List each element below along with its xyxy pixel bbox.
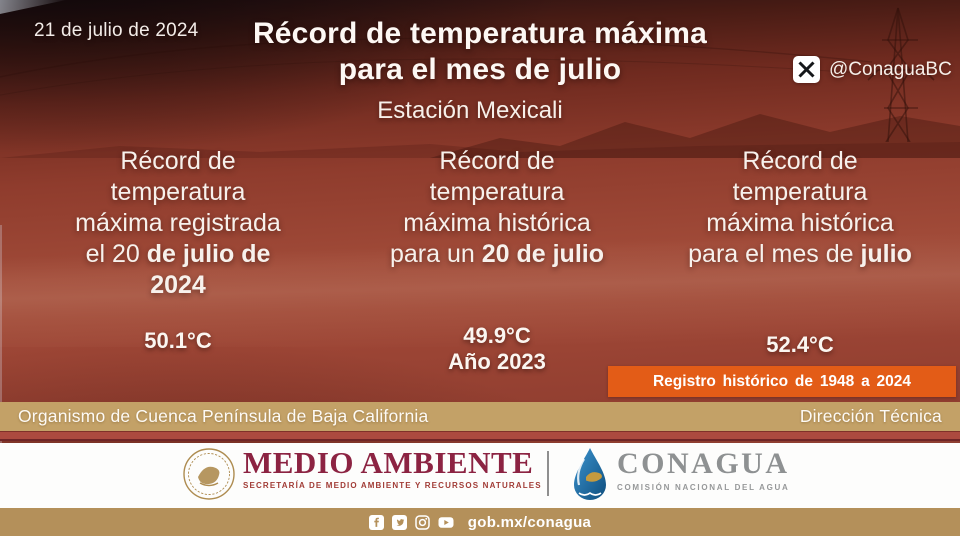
twitter-handle-badge[interactable]: @ConaguaBC [793, 56, 952, 83]
record-value-registered: 50.1°C [144, 328, 212, 353]
record-value: 49.9°C [463, 323, 531, 348]
page-title-line2: para el mes de julio [338, 53, 622, 86]
youtube-icon[interactable] [438, 515, 454, 530]
record-heading-bold: de julio de 2024 [146, 240, 271, 299]
page-title-line1: Récord de temperatura máxima [252, 17, 708, 50]
organization-bar: Organismo de Cuenca Península de Baja Ca… [0, 402, 960, 431]
record-heading-bold: julio [860, 240, 912, 268]
twitter-icon[interactable] [391, 514, 407, 530]
date-label: 21 de julio de 2024 [34, 20, 199, 41]
record-value-year: Año 2023 [448, 349, 546, 374]
page-title: Récord de temperatura máxima para el mes… [0, 16, 960, 88]
divider-strip [0, 431, 960, 441]
social-bar: gob.mx/conagua [0, 508, 960, 536]
instagram-icon[interactable] [415, 514, 430, 530]
logo-divider [547, 451, 549, 496]
record-value-historic-day: 49.9°C Año 2023 [383, 323, 611, 375]
record-heading-bold: 20 de julio [481, 240, 604, 268]
photo-sky-glint [0, 0, 66, 14]
semarnat-logo-subtitle: SECRETARÍA DE MEDIO AMBIENTE Y RECURSOS … [243, 481, 542, 490]
footer-logos: MEDIO AMBIENTE SECRETARÍA DE MEDIO AMBIE… [0, 443, 960, 508]
record-heading-normal: Récord de temperatura máxima histórica p… [688, 147, 894, 268]
historic-range-banner: Registro histórico de 1948 a 2024 [608, 366, 956, 397]
direction-name: Dirección Técnica [799, 406, 942, 426]
record-heading-historic-day: Récord de temperatura máxima histórica p… [383, 146, 611, 270]
semarnat-logo-text: MEDIO AMBIENTE [243, 445, 534, 480]
conagua-logo-subtitle: COMISIÓN NACIONAL DEL AGUA [617, 483, 790, 492]
facebook-icon[interactable] [368, 514, 384, 530]
photo-edge-glint [0, 225, 2, 445]
mexico-eagle-seal-icon [183, 448, 235, 500]
conagua-logo-text: CONAGUA [617, 447, 790, 480]
gob-url-label[interactable]: gob.mx/conagua [467, 513, 592, 531]
conagua-waterdrop-icon [574, 448, 606, 500]
semarnat-logo: MEDIO AMBIENTE SECRETARÍA DE MEDIO AMBIE… [243, 446, 542, 490]
record-heading-normal: Récord de temperatura máxima histórica p… [389, 147, 591, 268]
twitter-handle-label: @ConaguaBC [829, 58, 952, 80]
record-heading-historic-month: Récord de temperatura máxima histórica p… [686, 146, 914, 270]
organization-name: Organismo de Cuenca Península de Baja Ca… [18, 406, 429, 426]
record-heading-registered: Récord de temperatura máxima registrada … [64, 146, 292, 301]
station-subtitle: Estación Mexicali [377, 97, 563, 124]
record-value-historic-month: 52.4°C [766, 332, 834, 357]
record-heading-normal: Récord de temperatura máxima registrada … [75, 147, 281, 268]
conagua-logo: CONAGUA COMISIÓN NACIONAL DEL AGUA [617, 447, 790, 493]
x-icon[interactable] [793, 56, 820, 83]
